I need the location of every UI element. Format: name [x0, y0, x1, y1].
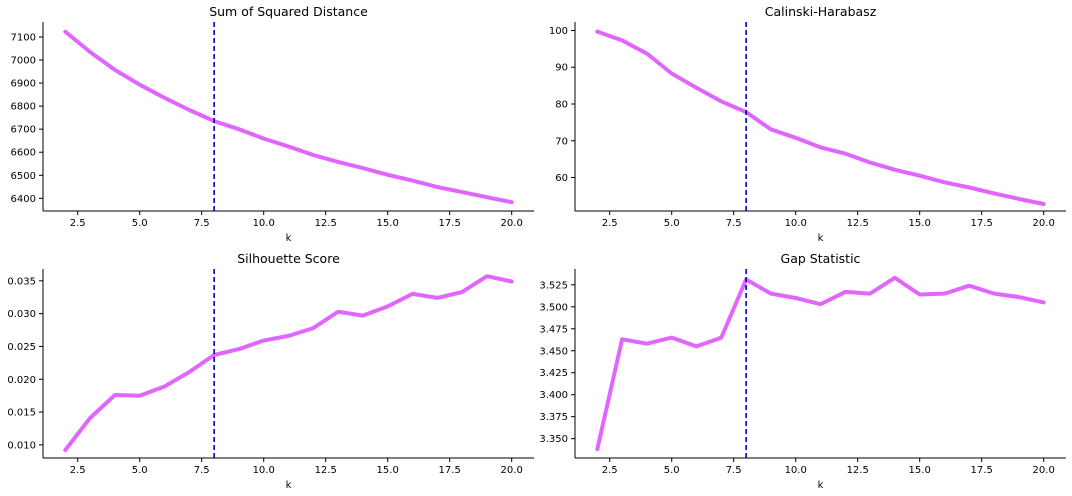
chart-2-x-tick-label: 20.0	[1033, 218, 1055, 229]
chart-1-x-tick-label: 15.0	[377, 218, 399, 229]
chart-3-y-tick-label: 0.030	[7, 309, 36, 320]
chart-3: Silhouette Score 0.010 0.015 0.020 0.025 0.03…	[7, 251, 534, 491]
chart-1-y-tick-label: 6900	[11, 79, 36, 90]
chart-2-x-tick-label: 5.0	[664, 218, 680, 229]
chart-3-title: Silhouette Score	[237, 251, 340, 266]
chart-3-x-tick-label: 15.0	[377, 465, 399, 476]
chart-4: Gap Statistic 3.350 3.375 3.400 3.425 3.450 3.…	[539, 251, 1066, 491]
chart-2-x-tick-label: 17.5	[971, 218, 993, 229]
chart-4-x-tick-label: 17.5	[971, 465, 993, 476]
chart-1-series-line	[63, 29, 514, 205]
chart-4-y-tick-label: 3.375	[539, 412, 568, 423]
chart-3-y-tick-label: 0.035	[7, 276, 36, 287]
chart-1-x-tick-label: 17.5	[439, 218, 461, 229]
chart-2-series-line	[595, 29, 1046, 206]
chart-2-x-tick-label: 12.5	[847, 218, 869, 229]
chart-1-x-tick-label: 10.0	[253, 218, 275, 229]
chart-3-y-tick-label: 0.010	[7, 440, 36, 451]
chart-2: Calinski-Harabasz 60 70 80 90 100 2.5 5.0 7.5 10.…	[549, 4, 1066, 244]
chart-4-x-axis-label: k	[818, 480, 824, 491]
chart-2-x-tick-label: 2.5	[602, 218, 618, 229]
chart-3-x-tick-label: 17.5	[439, 465, 461, 476]
chart-3-x-tick-label: 10.0	[253, 465, 275, 476]
chart-2-x-tick-label: 7.5	[726, 218, 742, 229]
chart-3-y-tick-label: 0.015	[7, 408, 36, 419]
chart-2-title: Calinski-Harabasz	[765, 4, 877, 19]
chart-1-y-tick-label: 6700	[11, 125, 36, 136]
chart-3-x-tick-label: 7.5	[194, 465, 210, 476]
chart-3-series-line	[63, 274, 514, 453]
chart-4-y-tick-label: 3.400	[539, 390, 568, 401]
chart-3-y-tick-label: 0.020	[7, 375, 36, 386]
chart-3-x-axis-label: k	[286, 480, 292, 491]
chart-4-y-tick-label: 3.525	[539, 280, 568, 291]
chart-4-y-tick-label: 3.350	[539, 434, 568, 445]
chart-4-y-tick-label: 3.450	[539, 346, 568, 357]
chart-2-x-tick-label: 10.0	[785, 218, 807, 229]
chart-3-y-tick-label: 0.025	[7, 342, 36, 353]
chart-2-y-tick-label: 90	[555, 63, 568, 74]
chart-1-y-tick-label: 6600	[11, 148, 36, 159]
chart-4-x-tick-label: 12.5	[847, 465, 869, 476]
chart-2-y-tick-label: 80	[555, 99, 568, 110]
chart-4-series-line	[595, 275, 1046, 452]
chart-2-x-tick-label: 15.0	[909, 218, 931, 229]
chart-4-title: Gap Statistic	[781, 251, 861, 266]
chart-1-x-tick-label: 2.5	[70, 218, 86, 229]
chart-1-y-tick-label: 7000	[11, 56, 36, 67]
chart-1-title: Sum of Squared Distance	[209, 4, 368, 19]
chart-4-y-tick-label: 3.500	[539, 302, 568, 313]
chart-4-x-tick-label: 10.0	[785, 465, 807, 476]
chart-3-x-tick-label: 20.0	[501, 465, 523, 476]
chart-2-x-axis-label: k	[818, 233, 824, 244]
chart-1-x-tick-label: 12.5	[315, 218, 337, 229]
chart-4-x-tick-label: 15.0	[909, 465, 931, 476]
chart-4-y-tick-label: 3.475	[539, 324, 568, 335]
chart-1-x-tick-label: 7.5	[194, 218, 210, 229]
chart-1-y-tick-label: 6500	[11, 171, 36, 182]
chart-1-x-tick-label: 5.0	[132, 218, 148, 229]
chart-2-y-tick-label: 100	[549, 26, 568, 37]
chart-1-y-tick-label: 6400	[11, 194, 36, 205]
chart-1: Sum of Squared Distance 6400 6500 6600 6700 6…	[11, 4, 534, 244]
chart-1-x-tick-label: 20.0	[501, 218, 523, 229]
chart-4-x-tick-label: 7.5	[726, 465, 742, 476]
chart-1-x-axis-label: k	[286, 233, 292, 244]
chart-4-x-tick-label: 20.0	[1033, 465, 1055, 476]
chart-1-y-tick-label: 6800	[11, 102, 36, 113]
chart-3-x-tick-label: 12.5	[315, 465, 337, 476]
chart-1-y-tick-label: 7100	[11, 32, 36, 43]
chart-3-x-tick-label: 2.5	[70, 465, 86, 476]
chart-4-x-tick-label: 2.5	[602, 465, 618, 476]
chart-2-y-tick-label: 60	[555, 173, 568, 184]
chart-3-x-tick-label: 5.0	[132, 465, 148, 476]
chart-4-y-tick-label: 3.425	[539, 368, 568, 379]
chart-4-x-tick-label: 5.0	[664, 465, 680, 476]
chart-2-y-tick-label: 70	[555, 136, 568, 147]
